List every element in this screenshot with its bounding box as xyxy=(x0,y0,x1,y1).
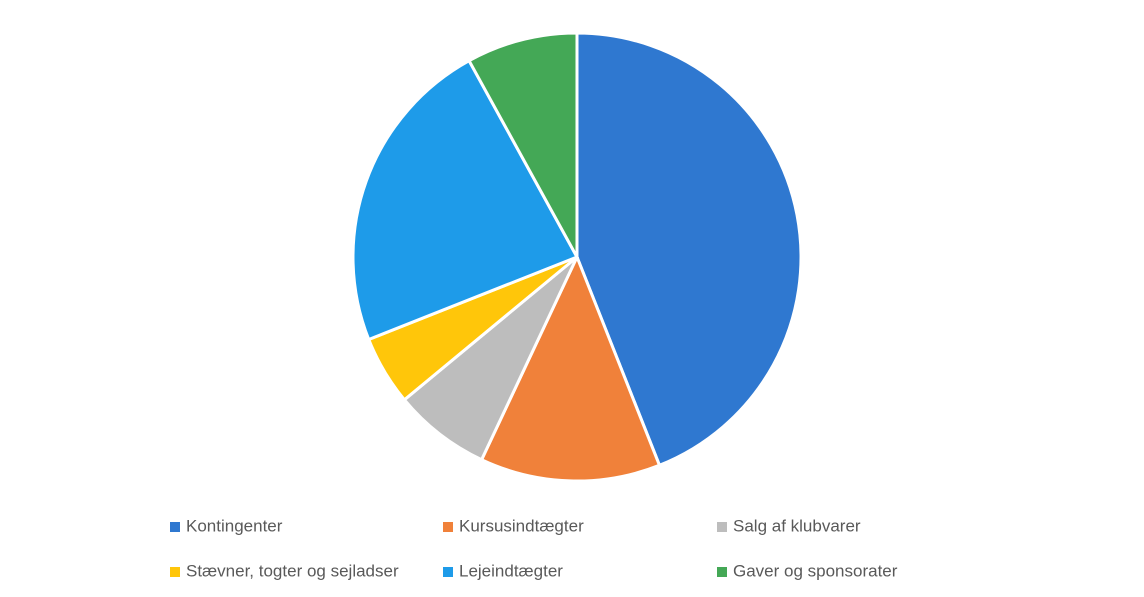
legend-label: Salg af klubvarer xyxy=(733,516,861,535)
legend-marker xyxy=(443,567,453,577)
legend-label: Kursusindtægter xyxy=(459,516,584,535)
pie-slice xyxy=(479,253,662,483)
legend-label: Gaver og sponsorater xyxy=(733,561,898,580)
legend-marker xyxy=(717,522,727,532)
legend-label: Lejeindtægter xyxy=(459,561,563,580)
legend-label: Stævner, togter og sejladser xyxy=(186,561,399,580)
legend-marker xyxy=(443,522,453,532)
legend-marker xyxy=(717,567,727,577)
pie-slice xyxy=(575,31,803,468)
pie-slice xyxy=(467,31,579,258)
legend-marker xyxy=(170,567,180,577)
legend-label: Kontingenter xyxy=(186,516,283,535)
pie-slice xyxy=(351,58,580,342)
legend-marker xyxy=(170,522,180,532)
